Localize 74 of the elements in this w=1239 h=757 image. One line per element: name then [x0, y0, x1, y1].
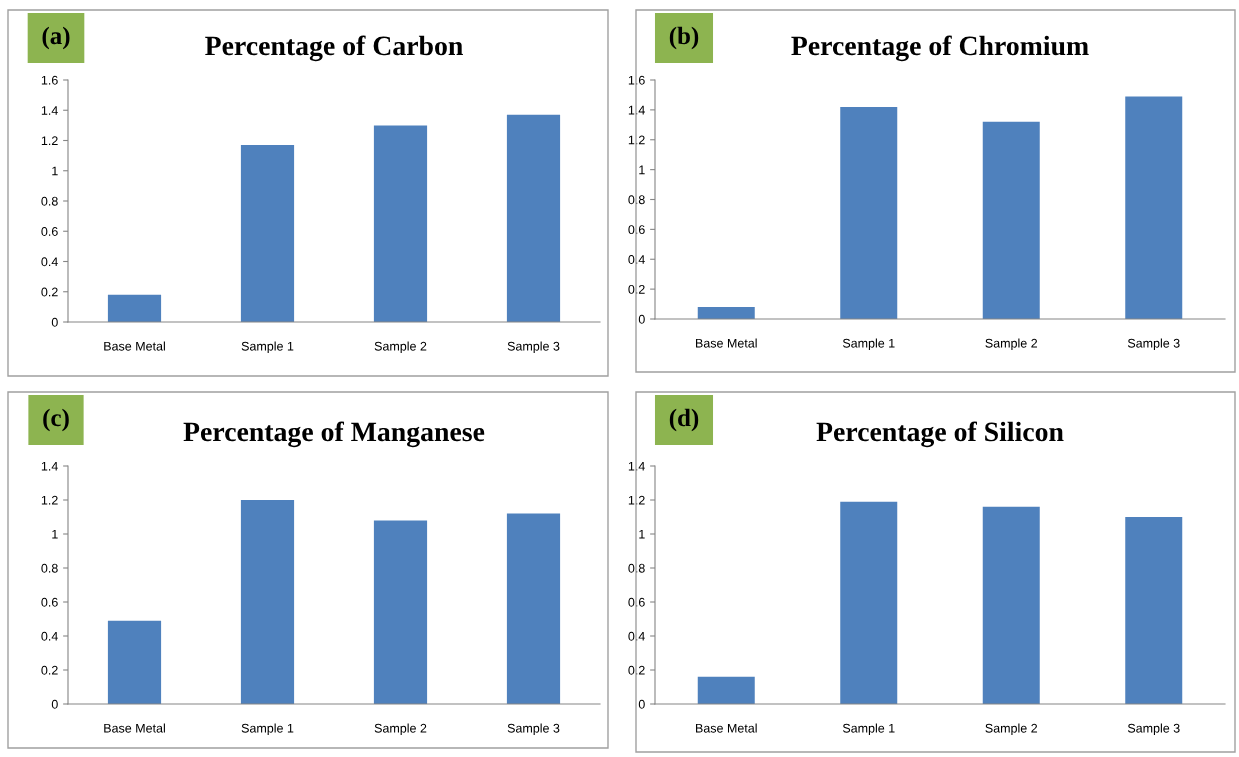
- y-tick-label: 0.8: [41, 196, 58, 206]
- y-tick-label: 1.4: [628, 461, 645, 471]
- x-tick-label: Base Metal: [104, 341, 165, 351]
- x-tick-label: Sample 3: [507, 341, 560, 354]
- y-tick-label: 1.6: [628, 75, 645, 85]
- y-tick-label: 0.4: [41, 631, 58, 641]
- y-tick-label: 1: [639, 529, 645, 539]
- text: (a): [42, 26, 70, 50]
- y-tick-label: 0.8: [628, 195, 645, 205]
- x-tick-label: Sample 1: [241, 341, 294, 354]
- x-tick-label: Sample 1: [842, 338, 895, 351]
- bar: [373, 125, 428, 322]
- y-tick-label: 1.2: [628, 135, 645, 145]
- chart-title: Percentage of Manganese: [183, 421, 485, 448]
- y-tick-label: 1: [52, 166, 58, 176]
- y-tick-label: 1.4: [628, 105, 645, 115]
- bar: [506, 114, 561, 322]
- x-tick-label: Sample 2: [374, 723, 427, 736]
- bar: [1125, 517, 1183, 704]
- bar: [697, 676, 755, 704]
- x-tick-label: Sample 1: [842, 723, 895, 736]
- y-tick-label: 0.8: [41, 563, 58, 573]
- y-tick-label: 0.4: [628, 255, 645, 264]
- y-tick-label: 0.4: [41, 257, 58, 267]
- x-tick-label: Sample 1: [241, 723, 294, 736]
- chart-title: Percentage of Carbon: [205, 35, 463, 62]
- y-tick-label: 0.4: [628, 631, 645, 641]
- y-tick-label: 1: [52, 529, 58, 539]
- y-tick-label: 0: [638, 314, 645, 324]
- bar: [240, 500, 295, 704]
- x-tick-label: Sample 2: [985, 723, 1038, 736]
- y-tick-label: 1.4: [41, 106, 58, 115]
- bar: [982, 506, 1040, 704]
- y-tick-label: 0.6: [41, 227, 58, 236]
- y-tick-label: 1.2: [628, 495, 645, 505]
- y-tick-label: 1.4: [41, 461, 58, 471]
- x-tick-label: Base Metal: [696, 338, 757, 348]
- y-tick-label: 0.8: [628, 563, 645, 573]
- bar: [506, 513, 561, 704]
- y-tick-label: 0.2: [41, 665, 58, 675]
- bar: [240, 145, 295, 322]
- bar: [107, 294, 162, 322]
- y-tick-label: 1.2: [41, 495, 58, 505]
- bar: [107, 620, 162, 704]
- bar: [840, 501, 898, 704]
- bar: [373, 520, 428, 704]
- x-tick-label: Sample 2: [374, 341, 427, 354]
- x-tick-label: Base Metal: [104, 723, 165, 733]
- chart-title: Percentage of Chromium: [791, 35, 1089, 62]
- x-tick-label: Sample 3: [1127, 338, 1180, 351]
- y-tick-label: 0.6: [41, 597, 58, 607]
- y-tick-label: 0: [51, 699, 58, 709]
- y-tick-label: 1.6: [41, 75, 58, 85]
- y-tick-label: 1.2: [41, 136, 58, 146]
- bar: [1125, 96, 1183, 319]
- bar: [840, 106, 898, 319]
- y-tick-label: 0.6: [628, 225, 645, 235]
- x-tick-label: Sample 3: [1127, 723, 1180, 736]
- y-tick-label: 0.6: [628, 597, 645, 607]
- y-tick-label: 0.2: [41, 287, 58, 297]
- text: (b): [669, 26, 699, 50]
- y-tick-label: 0: [638, 699, 645, 709]
- y-tick-label: 1: [639, 165, 645, 175]
- x-tick-label: Sample 3: [507, 723, 560, 736]
- chart-title: Percentage of Silicon: [816, 421, 1064, 448]
- bar: [982, 121, 1040, 319]
- bar: [697, 307, 755, 319]
- x-tick-label: Sample 2: [985, 338, 1038, 351]
- x-tick-label: Base Metal: [696, 723, 757, 733]
- text: (d): [669, 408, 699, 432]
- text: (c): [43, 408, 69, 432]
- y-tick-label: 0.2: [628, 665, 645, 675]
- y-tick-label: 0: [51, 317, 58, 327]
- y-tick-label: 0.2: [628, 284, 645, 294]
